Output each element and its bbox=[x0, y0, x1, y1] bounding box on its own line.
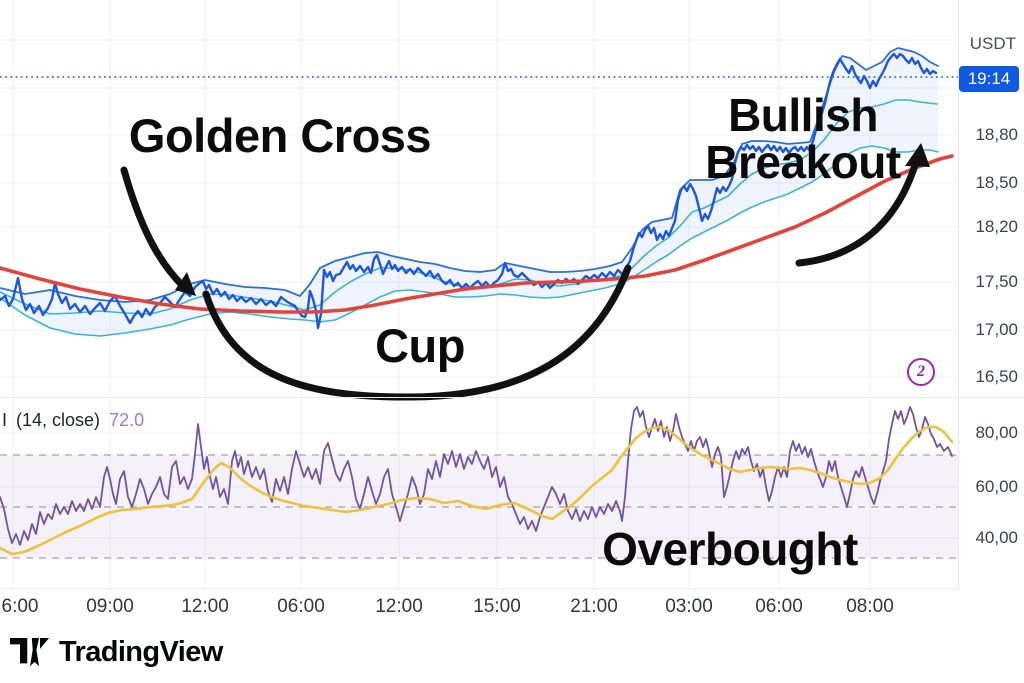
bullish-breakout-label: Bullish Breakout bbox=[705, 89, 901, 188]
price-line bbox=[0, 52, 938, 330]
time-axis-label: 06:00 bbox=[755, 596, 803, 617]
price-axis-label: 16,50 bbox=[975, 367, 1018, 386]
overbought-label: Overbought bbox=[602, 523, 858, 575]
rsi-legend-params: (14, close) bbox=[16, 410, 101, 430]
rsi-axis-label: 80,00 bbox=[975, 423, 1018, 442]
tradingview-logo-text: TradingView bbox=[59, 636, 223, 668]
price-axis-label: 18,80 bbox=[975, 125, 1018, 144]
rsi_ma-line bbox=[0, 425, 954, 556]
golden-cross-label: Golden Cross bbox=[128, 109, 432, 162]
price-axis-label: 18,20 bbox=[975, 217, 1018, 236]
tradingview-logo-icon bbox=[10, 637, 50, 667]
breakout-arrow bbox=[795, 158, 920, 267]
rsi-current-value: 72.0 bbox=[109, 410, 145, 430]
time-axis-label: 09:00 bbox=[86, 596, 134, 617]
ema_slow-line bbox=[0, 145, 939, 337]
golden-cross-arrowhead bbox=[175, 272, 196, 296]
time-axis-label: 08:00 bbox=[846, 596, 894, 617]
cup-label: Cup bbox=[375, 319, 465, 372]
time-axis-label: 21:00 bbox=[570, 596, 618, 617]
time-axis-label: 15:00 bbox=[473, 596, 521, 617]
rsi-axis-label: 60,00 bbox=[975, 477, 1018, 496]
band_top-line bbox=[0, 47, 939, 303]
sma_red-line bbox=[0, 154, 954, 314]
tradingview-logo[interactable]: TradingView bbox=[10, 636, 223, 669]
price-axis-label: 18,50 bbox=[975, 173, 1018, 192]
golden-cross-arrow bbox=[120, 166, 188, 291]
time-axis-label: 12:00 bbox=[181, 596, 229, 617]
chart-canvas[interactable] bbox=[0, 0, 958, 588]
rsi-axis-label: 40,00 bbox=[975, 528, 1018, 547]
price-axis-label: 17,50 bbox=[975, 272, 1018, 291]
price-axis-label: 17,00 bbox=[975, 320, 1018, 339]
rsi-line bbox=[0, 406, 953, 546]
currency-label: USDT bbox=[969, 34, 1016, 53]
time-axis-separator bbox=[0, 588, 960, 589]
breakout-arrowhead bbox=[905, 143, 930, 167]
panel-separator[interactable] bbox=[0, 397, 1024, 398]
time-axis-label: 06:00 bbox=[277, 596, 325, 617]
indicator-count-badge[interactable]: 2 bbox=[907, 358, 935, 386]
ema_fast-line bbox=[0, 99, 938, 315]
bullish-breakout-line2: Breakout bbox=[705, 136, 901, 188]
time-axis-label: 03:00 bbox=[665, 596, 713, 617]
current-price-badge[interactable]: 19:14 bbox=[959, 66, 1019, 92]
rsi-legend-prefix: I bbox=[2, 410, 8, 430]
price-axis-separator bbox=[958, 0, 959, 588]
bullish-breakout-line1: Bullish bbox=[728, 89, 878, 141]
time-axis-label: 6:00 bbox=[1, 596, 39, 617]
time-axis-label: 12:00 bbox=[375, 596, 423, 617]
rsi-indicator-legend[interactable]: I (14, close) 72.0 bbox=[2, 410, 144, 431]
